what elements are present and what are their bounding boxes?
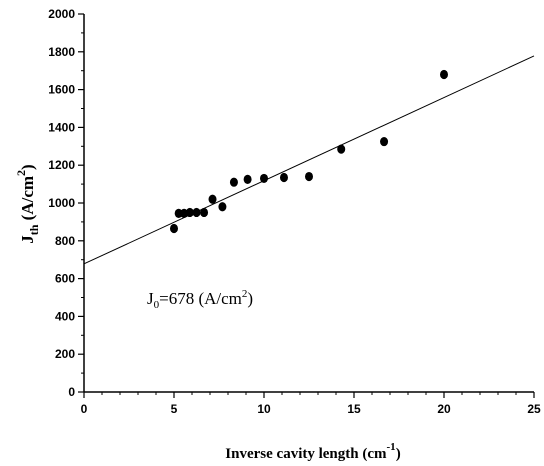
y-tick-label: 1600 [48,83,75,97]
data-point [380,136,389,147]
ticks [78,13,535,398]
y-tick-label: 200 [55,347,75,361]
x-tick-label: 5 [171,402,178,416]
x-tick-label: 0 [81,402,88,416]
y-tick-label: 1000 [48,196,75,210]
axes [83,14,534,393]
data-point [192,207,201,218]
data-point [185,207,194,218]
x-tick-label: 20 [437,402,451,416]
y-tick-label: 1200 [48,158,75,172]
y-tick-label: 800 [55,234,75,248]
data-point [260,173,268,184]
data-point [208,194,217,204]
data-point [305,171,313,182]
y-tick-label: 1800 [48,45,75,59]
data-point [170,223,178,234]
y-tick-label: 1400 [48,120,75,134]
data-point [440,69,448,80]
y-tick-label: 400 [55,309,75,323]
x-tick-label: 10 [257,402,271,416]
data-point [243,174,252,184]
y-tick-label: 0 [68,385,75,399]
y-tick-label: 600 [55,272,75,286]
data-points [170,69,448,234]
data-point [218,202,227,212]
y-axis-title: Jth (A/cm2) [14,164,41,243]
tick-labels: 0 200 400 600 800 1000 1200 1400 1600 1800 2000 0 5 1… [48,7,541,416]
data-point [337,144,346,154]
data-point [279,172,288,183]
data-point [229,177,238,187]
intercept-annotation: J0=678 (A/cm2) [147,288,253,311]
x-axis-title: Inverse cavity length (cm-1) [225,441,400,462]
data-point [200,207,209,218]
x-tick-label: 15 [347,402,361,416]
y-tick-label: 2000 [48,7,75,21]
fit-line [83,55,535,265]
x-tick-label: 25 [527,402,541,416]
